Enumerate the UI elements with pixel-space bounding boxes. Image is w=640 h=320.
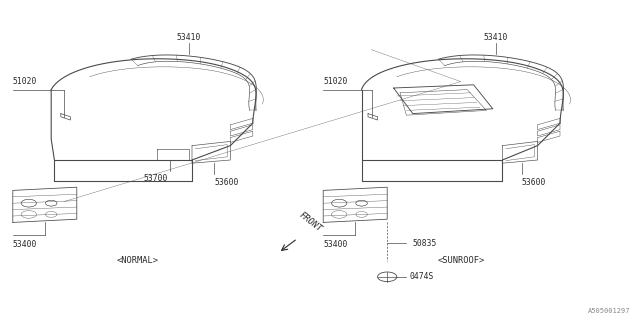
Text: A505001297: A505001297 — [588, 308, 630, 314]
Text: <NORMAL>: <NORMAL> — [116, 256, 159, 265]
Text: FRONT: FRONT — [298, 210, 324, 234]
Text: 53410: 53410 — [177, 33, 201, 42]
Text: <SUNROOF>: <SUNROOF> — [437, 256, 484, 265]
Text: 53700: 53700 — [144, 174, 168, 183]
Text: 50835: 50835 — [413, 239, 437, 248]
Text: 53600: 53600 — [522, 178, 546, 187]
Text: 51020: 51020 — [323, 77, 348, 86]
Text: 53400: 53400 — [323, 240, 348, 249]
Text: 53400: 53400 — [13, 240, 37, 249]
Text: 0474S: 0474S — [410, 272, 434, 281]
Text: 53410: 53410 — [484, 33, 508, 42]
Text: 53600: 53600 — [214, 178, 239, 187]
Text: 51020: 51020 — [13, 77, 37, 86]
